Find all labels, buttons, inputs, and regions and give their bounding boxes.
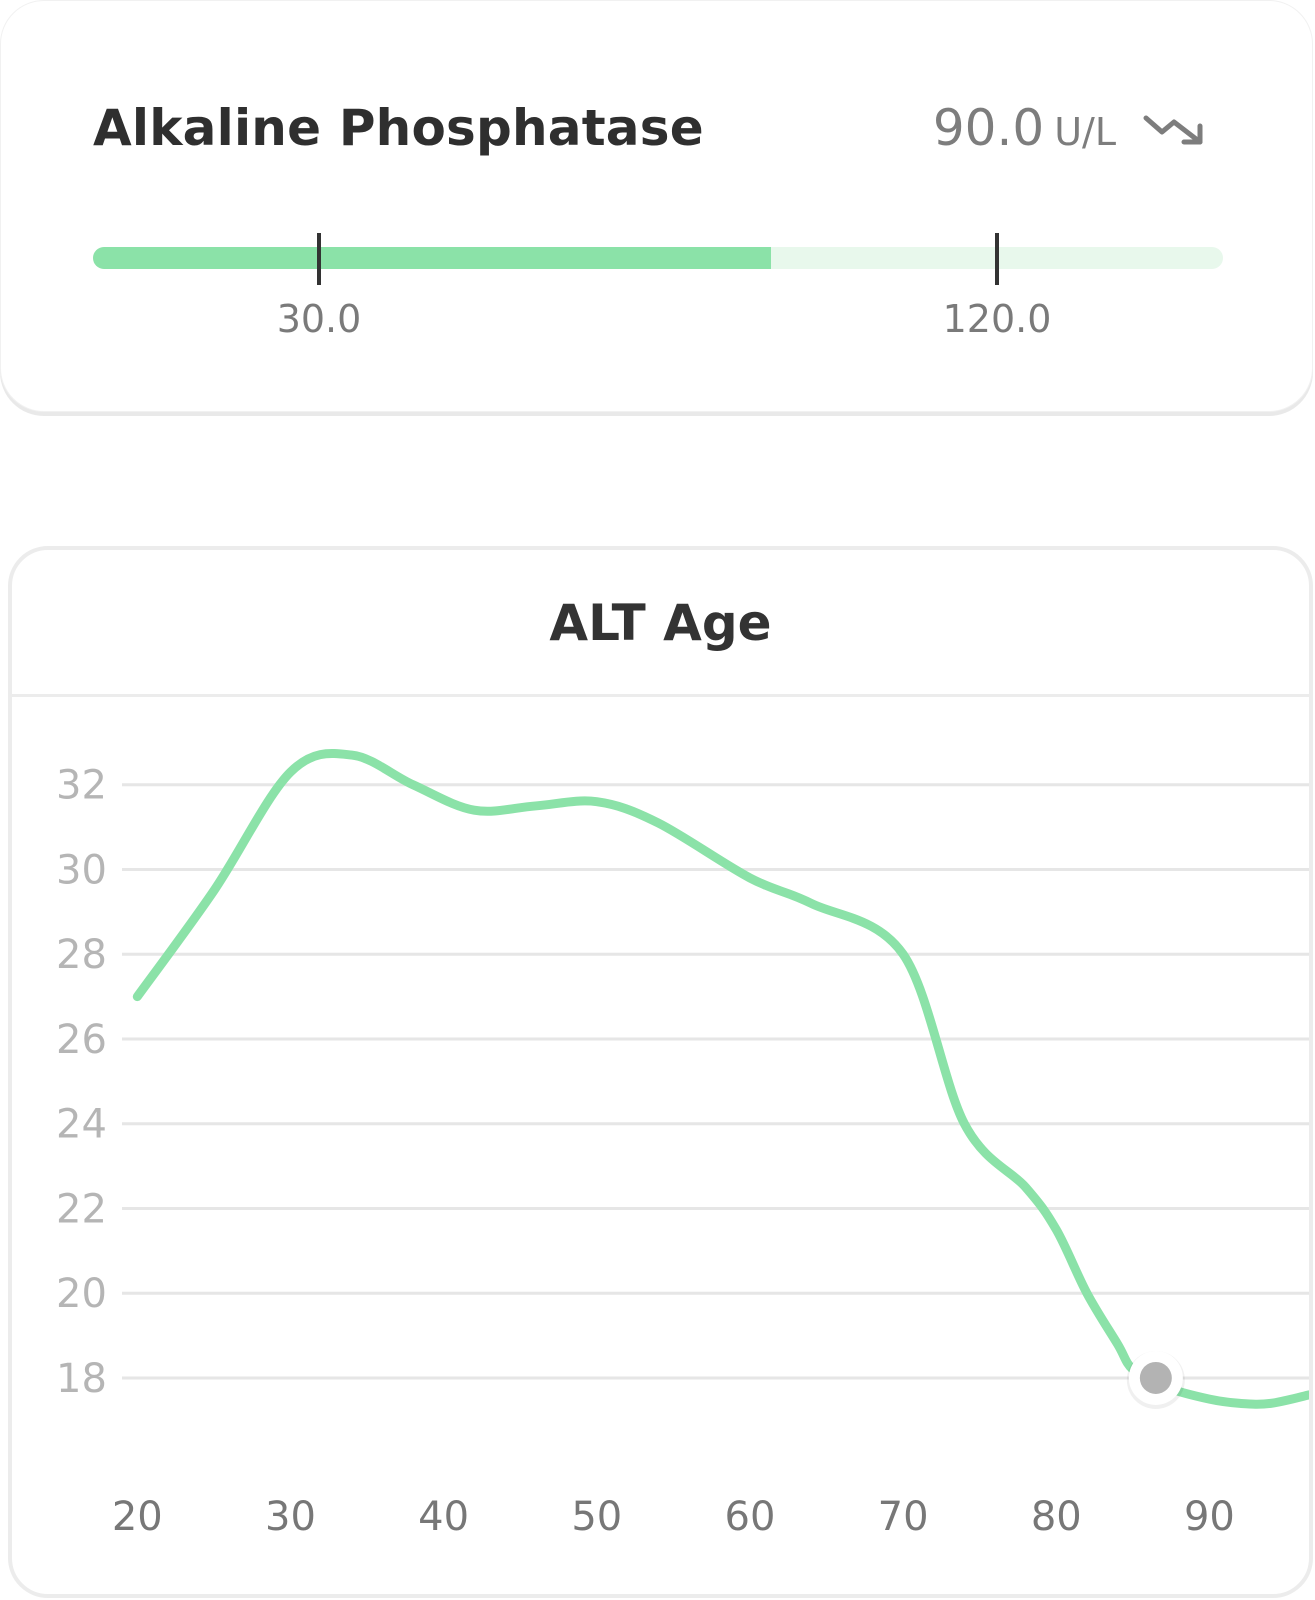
chart-title: ALT Age [549,594,772,652]
x-tick-label: 80 [1031,1494,1082,1540]
line-chart: 18 20 22 24 26 28 30 32 20 30 40 50 60 70 80 90 [56,749,1309,1540]
range-high-label: 120.0 [942,297,1052,341]
biomarker-value-group: 90.0 U/L [933,99,1208,157]
x-tick-label: 70 [878,1494,929,1540]
y-tick-label: 26 [56,1017,107,1063]
range-low-marker [317,233,321,285]
range-high-marker [995,233,999,285]
biomarker-value: 90.0 [932,99,1045,157]
x-tick-label: 90 [1184,1494,1235,1540]
x-tick-label: 40 [418,1494,469,1540]
y-tick-label: 20 [56,1271,107,1317]
series-line-0 [132,749,1309,1409]
y-tick-label: 24 [56,1102,107,1148]
y-tick-label: 32 [56,763,107,809]
y-tick-label: 22 [56,1186,107,1232]
x-tick-label: 50 [571,1494,622,1540]
x-tick-label: 60 [725,1494,776,1540]
current-value-fill [93,247,771,269]
y-tick-label: 18 [56,1356,107,1402]
highlight-point [1139,1361,1172,1394]
y-tick-label: 30 [56,847,107,893]
y-tick-label: 28 [56,932,107,978]
alt-age-chart-card: ALT Age 18 20 22 24 26 28 30 32 20 30 40 50 60 70 80 90 [8,546,1313,1598]
reference-range-track [93,247,1223,269]
chart-divider [12,694,1309,697]
range-low-label: 30.0 [276,297,362,341]
biomarker-name: Alkaline Phosphatase [93,99,704,157]
biomarker-unit: U/L [1054,110,1116,154]
trending-down-icon[interactable] [1142,108,1208,148]
biomarker-card[interactable]: Alkaline Phosphatase 90.0 U/L 30.0 120.0 [0,0,1313,412]
x-tick-label: 20 [112,1494,163,1540]
x-tick-label: 30 [265,1494,316,1540]
